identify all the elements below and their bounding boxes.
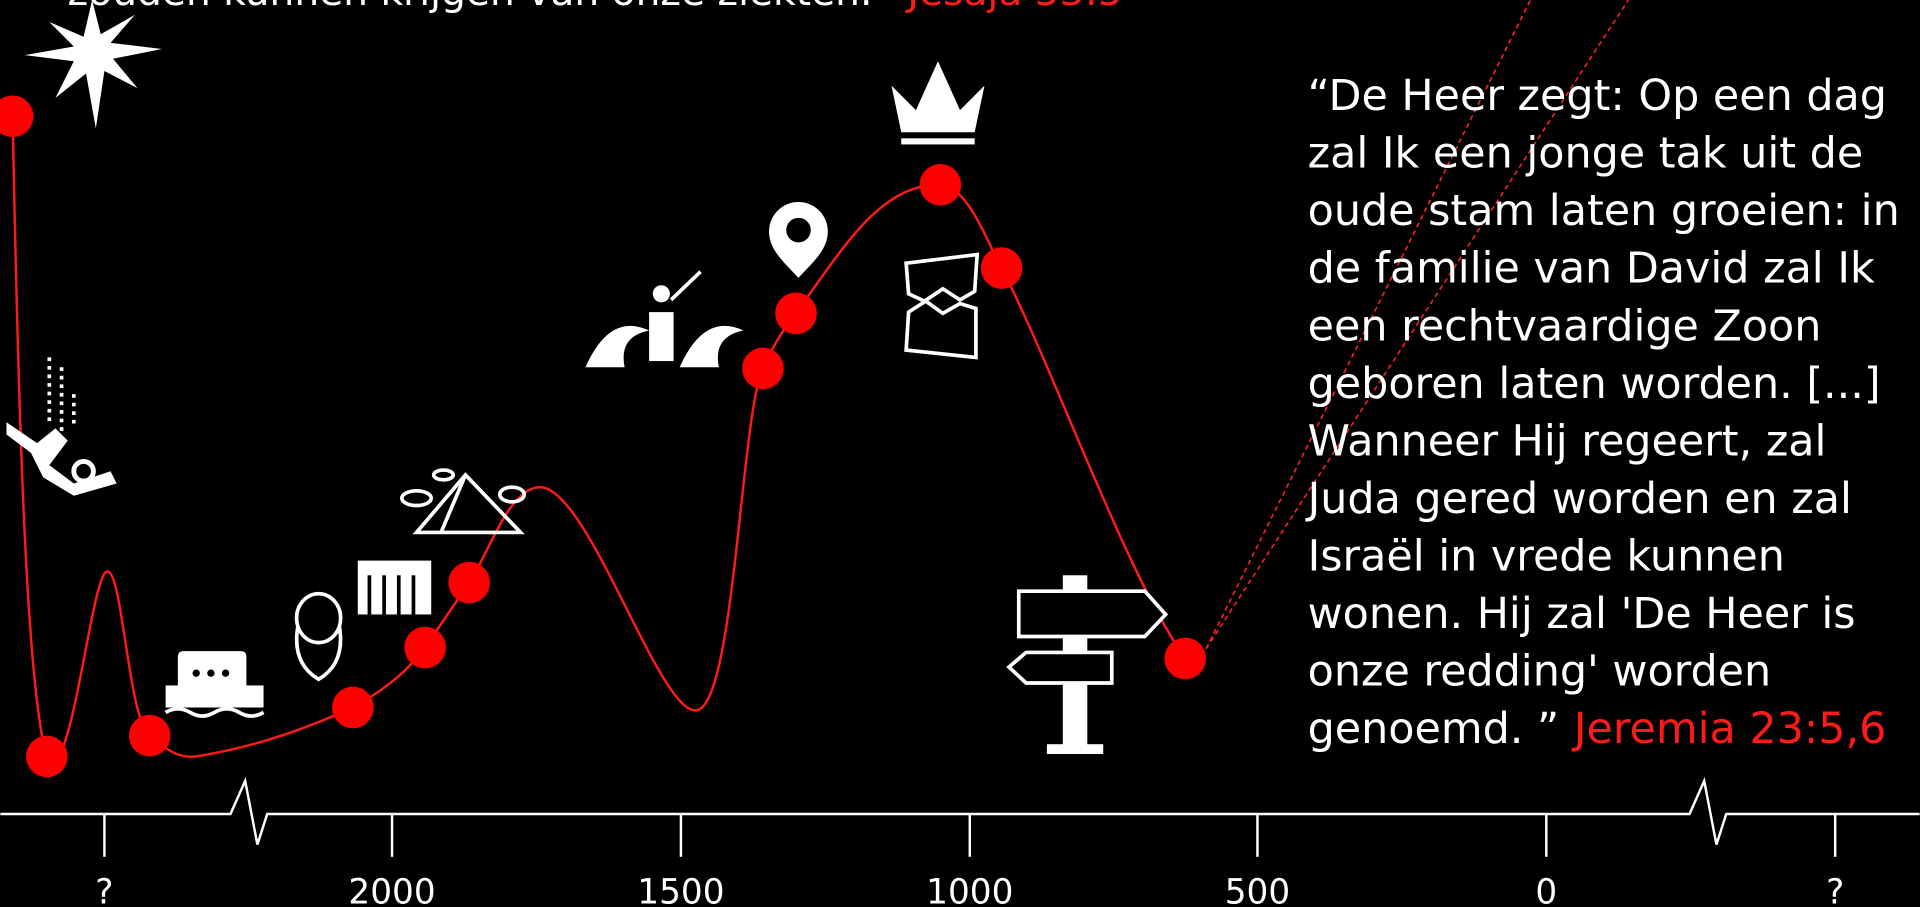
axis-label: 0	[1535, 872, 1557, 907]
quote-text: oude stam laten groeien: in	[1308, 186, 1900, 236]
falling-man-icon	[6, 357, 117, 496]
quote-line: de familie van David zal Ik	[1308, 244, 1875, 294]
mountain-icon	[400, 468, 527, 535]
quote-line: genoemd. ” Jeremia 23:5,6	[1308, 704, 1887, 754]
quote-reference: Jeremia 23:5,6	[1571, 704, 1887, 754]
quote-text: een rechtvaardige Zoon	[1308, 301, 1822, 351]
quote-text: genoemd. ”	[1308, 704, 1560, 754]
quote-line: Israël in vrede kunnen	[1308, 531, 1785, 581]
quote: “De Heer zegt: Op een dag zal Ik een jong…	[1305, 71, 1900, 754]
quote-text: Wanneer Hij regeert, zal	[1308, 416, 1827, 466]
quote-line: een rechtvaardige Zoon	[1308, 301, 1822, 351]
quote-text: geboren laten worden. [...]	[1308, 359, 1881, 409]
quote-line: oude stam laten groeien: in	[1308, 186, 1900, 236]
quote-text: zal Ik een jonge tak uit de	[1308, 129, 1864, 179]
quote-text: de familie van David zal Ik	[1308, 244, 1875, 294]
abraham-icon	[294, 591, 343, 682]
dots	[0, 95, 1207, 778]
people-icon	[357, 560, 432, 615]
quote-text: Juda gered worden en zal	[1305, 474, 1852, 524]
quote-line: Wanneer Hij regeert, zal	[1308, 416, 1827, 466]
top-quote: zouden kunnen krijgen van onze ziekten.”…	[68, 0, 1123, 15]
crown-icon	[891, 61, 985, 145]
timeline-axis	[0, 776, 1920, 857]
quote-text: wonen. Hij zal 'De Heer is	[1308, 589, 1856, 639]
quote-text: onze redding' worden	[1308, 646, 1772, 696]
quote-line: Juda gered worden en zal	[1305, 474, 1852, 524]
axis-label: 500	[1225, 872, 1290, 907]
dashed-lines	[1205, 0, 1629, 650]
quote-line: “De Heer zegt: Op een dag	[1308, 71, 1887, 121]
quote-line: onze redding' worden	[1308, 646, 1772, 696]
quote-text: Israël in vrede kunnen	[1308, 531, 1785, 581]
axis-label: ?	[1826, 872, 1844, 907]
quote-line: wonen. Hij zal 'De Heer is	[1308, 589, 1856, 639]
starburst-icon	[24, 0, 162, 129]
axis-label: 1000	[926, 872, 1013, 907]
quote-line: geboren laten worden. [...]	[1308, 359, 1881, 409]
signpost-icon	[1006, 575, 1169, 754]
broken-tablet-icon	[904, 252, 980, 360]
location-pin-icon	[769, 201, 828, 278]
axis-label: 1500	[637, 872, 724, 907]
red-sea-icon	[585, 270, 744, 368]
axis-label: 2000	[348, 872, 435, 907]
axis-labels: ? 2000 1500 1000 500 0?	[95, 872, 1844, 907]
axis-label: ?	[95, 872, 113, 907]
quote-text: “De Heer zegt: Op een dag	[1308, 71, 1887, 121]
ark-icon	[164, 651, 265, 718]
quote-line: zal Ik een jonge tak uit de	[1308, 129, 1864, 179]
